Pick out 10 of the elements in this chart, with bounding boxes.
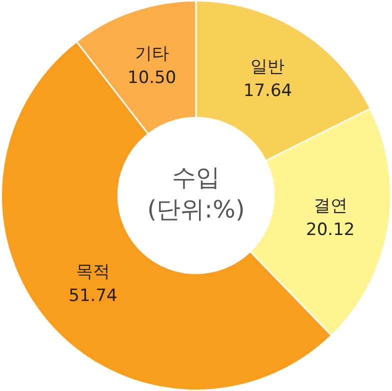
slice-label: 일반 bbox=[250, 57, 285, 77]
data-label: 51.74 bbox=[68, 286, 118, 306]
slice-label: 기타 bbox=[134, 44, 169, 64]
data-label: 10.50 bbox=[128, 68, 176, 88]
slice-label: 결연 bbox=[313, 196, 348, 216]
data-label: 20.12 bbox=[306, 220, 355, 240]
text: 수입 bbox=[172, 164, 220, 192]
text: (단위:%) bbox=[147, 196, 245, 224]
slice-label: 목적 bbox=[76, 262, 110, 282]
data-label: 17.64 bbox=[243, 81, 292, 101]
